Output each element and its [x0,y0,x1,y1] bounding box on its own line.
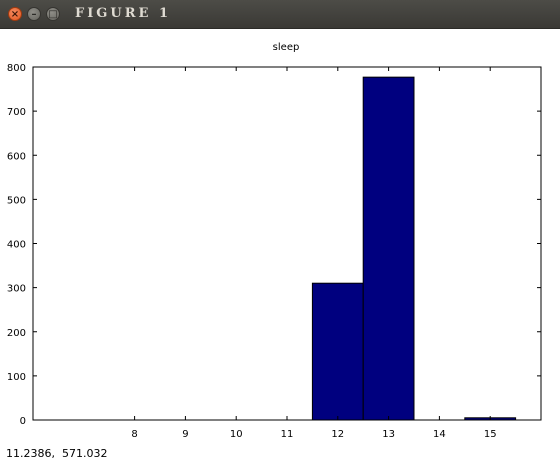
ticks-layer: 8 9 10 11 12 13 14 15 0 100 200 300 400 500 600 700 800 [7,63,541,440]
window-title: Figure 1 [75,6,172,21]
y-tick-label-200: 200 [7,328,26,339]
cursor-coordinates: 11.2386, 571.032 [6,447,108,460]
close-button[interactable]: × [8,7,22,21]
y-tick-label-700: 700 [7,107,26,118]
y-tick-label-100: 100 [7,372,26,383]
y-tick-label-800: 800 [7,63,26,74]
bar-13 [362,76,415,421]
plot-frame [32,66,542,421]
maximize-button[interactable]: □ [46,7,60,21]
bar-12 [311,282,364,421]
bar-chart[interactable]: sleep 8 9 10 11 12 13 14 15 0 100 200 300 400 500 600 7… [0,29,560,448]
x-tick-label-9: 9 [182,429,188,440]
x-tick-label-11: 11 [281,429,294,440]
y-tick-label-0: 0 [20,416,26,427]
x-tick-label-8: 8 [131,429,137,440]
x-tick-label-10: 10 [230,429,243,440]
chart-title: sleep [273,42,300,53]
y-tick-label-300: 300 [7,284,26,295]
x-tick-label-15: 15 [484,429,497,440]
x-tick-label-13: 13 [382,429,395,440]
figure-canvas[interactable]: sleep 8 9 10 11 12 13 14 15 0 100 200 300 400 500 600 7… [0,29,560,448]
x-tick-label-12: 12 [331,429,344,440]
bars-layer [311,76,517,421]
y-tick-label-500: 500 [7,195,26,206]
y-tick-label-600: 600 [7,151,26,162]
title-bar[interactable]: × – □ Figure 1 [0,0,560,29]
x-tick-label-14: 14 [433,429,446,440]
minimize-button[interactable]: – [27,7,41,21]
y-tick-label-400: 400 [7,240,26,251]
status-bar: 11.2386, 571.032 [0,447,560,461]
